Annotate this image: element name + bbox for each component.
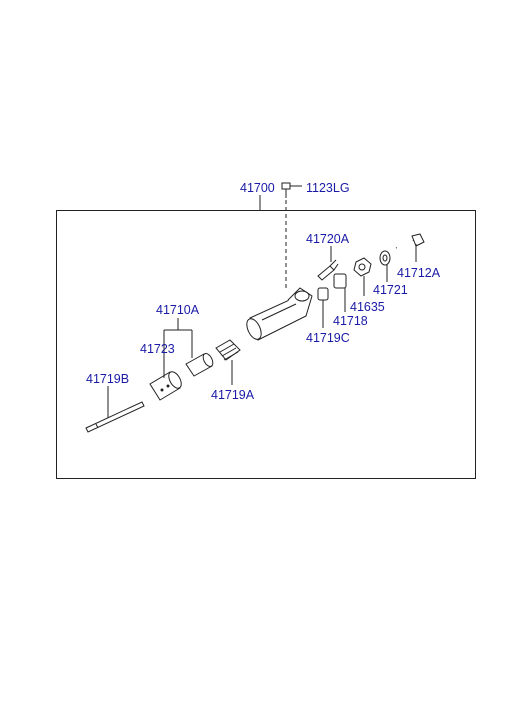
push-rod-part (86, 402, 144, 432)
boot-part (216, 340, 240, 360)
label-41723: 41723 (140, 342, 175, 356)
diagram-frame (57, 211, 476, 479)
label-41700: 41700 (240, 181, 275, 195)
bolt-top-part (282, 183, 302, 198)
label-41719B: 41719B (86, 372, 129, 386)
spring-seat-part (334, 274, 346, 288)
label-41718: 41718 (333, 314, 368, 328)
cap-part (318, 288, 328, 300)
nut-part (354, 258, 371, 276)
label-41710A: 41710A (156, 303, 200, 317)
cylinder-body-part (244, 288, 312, 342)
label-41720A: 41720A (306, 232, 350, 246)
label-41721: 41721 (373, 283, 408, 297)
label-41712A: 41712A (397, 266, 441, 280)
label-41635: 41635 (350, 300, 385, 314)
label-41719C: 41719C (306, 331, 350, 345)
label-1123LG: 1123LG (306, 181, 350, 195)
cup-seal-part (150, 370, 184, 400)
washer-part (380, 251, 390, 265)
label-41719A: 41719A (211, 388, 255, 402)
piston-part (186, 352, 215, 376)
bolt-right-part (396, 234, 424, 248)
